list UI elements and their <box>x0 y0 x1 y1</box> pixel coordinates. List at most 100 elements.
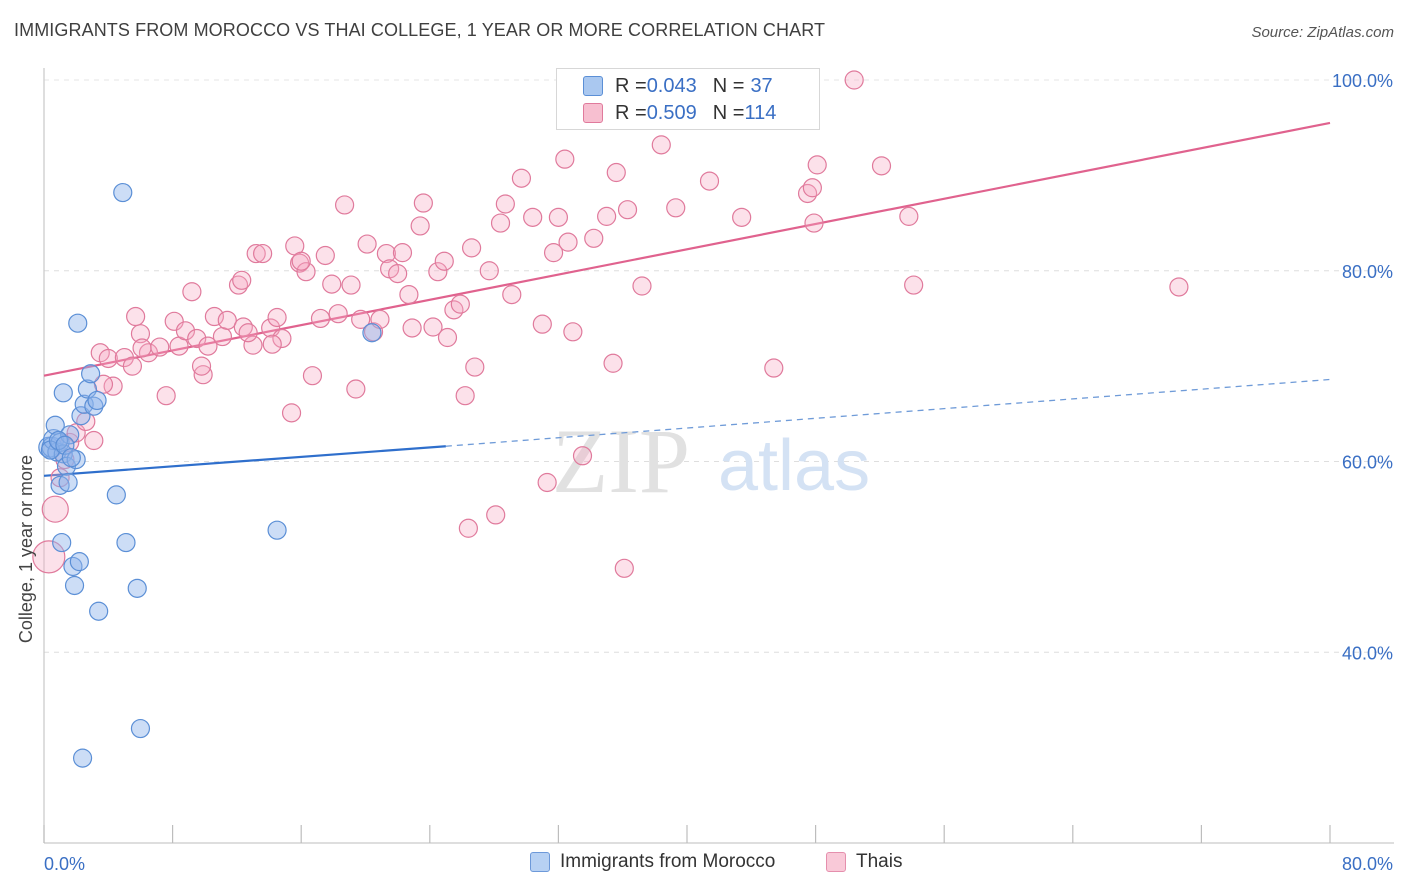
legend-swatch-thais <box>583 103 603 123</box>
grid-layer <box>44 79 1394 653</box>
point-thais <box>617 200 638 220</box>
point-morocco <box>60 425 80 445</box>
point-morocco <box>81 364 101 384</box>
point-morocco <box>69 552 89 572</box>
point-thais <box>764 358 784 378</box>
point-thais <box>132 338 152 358</box>
y-tick-label: 80.0% <box>1342 262 1393 282</box>
point-thais <box>32 540 66 574</box>
point-thais <box>434 251 454 271</box>
bottom-legend-label-thais: Thais <box>856 851 903 872</box>
point-thais <box>606 162 626 183</box>
point-thais <box>502 284 522 305</box>
point-morocco <box>74 394 94 414</box>
point-thais <box>291 251 311 271</box>
legend-n-label: N = <box>712 74 745 97</box>
point-thais <box>458 518 478 538</box>
point-thais <box>402 318 422 338</box>
point-thais <box>490 213 511 233</box>
point-thais <box>253 243 273 264</box>
point-thais <box>103 376 123 396</box>
point-morocco <box>61 448 81 468</box>
watermark-zip: ZIP <box>552 410 690 512</box>
point-thais <box>532 314 552 334</box>
point-thais <box>455 386 475 406</box>
point-thais <box>511 168 532 188</box>
point-thais <box>156 386 176 406</box>
legend-n-value: 114 <box>744 101 777 124</box>
point-thais <box>537 472 557 493</box>
point-thais <box>699 171 720 191</box>
point-morocco <box>43 428 65 451</box>
point-thais <box>122 356 143 376</box>
point-thais <box>614 558 634 578</box>
point-thais <box>486 505 506 525</box>
point-thais <box>666 198 686 218</box>
legend-r-label: R = <box>615 101 647 124</box>
trend-line-morocco-extension <box>445 378 1331 447</box>
trend-layer <box>43 121 1331 477</box>
point-thais <box>450 294 470 314</box>
point-morocco <box>116 532 136 553</box>
point-thais <box>479 261 499 281</box>
point-thais <box>523 207 543 227</box>
point-thais <box>1169 277 1189 297</box>
point-morocco <box>53 383 73 403</box>
point-thais <box>262 334 282 354</box>
point-thais <box>423 317 443 337</box>
point-morocco <box>84 396 104 416</box>
point-morocco <box>113 182 133 203</box>
bottom-legend-label-morocco: Immigrants from Morocco <box>560 851 776 872</box>
point-thais <box>597 206 617 226</box>
point-thais <box>232 270 252 290</box>
point-thais <box>363 322 384 342</box>
chart-title: IMMIGRANTS FROM MOROCCO VS THAI COLLEGE,… <box>14 20 826 40</box>
point-thais <box>315 245 335 266</box>
trend-line-morocco <box>43 445 446 477</box>
y-tick-label: 60.0% <box>1342 453 1393 473</box>
legend-n-value: 37 <box>750 74 773 97</box>
legend-n-label: N = <box>712 101 745 124</box>
y-tick-label: 40.0% <box>1342 643 1393 663</box>
point-thais <box>335 195 355 215</box>
point-morocco <box>87 390 107 411</box>
point-thais <box>844 70 864 90</box>
point-thais <box>399 284 419 305</box>
legend-r-value: 0.509 <box>646 101 697 124</box>
point-thais <box>204 306 224 327</box>
point-thais <box>351 309 371 329</box>
point-morocco <box>72 748 93 768</box>
point-thais <box>428 262 448 282</box>
point-morocco <box>106 485 126 505</box>
point-thais <box>465 357 485 377</box>
point-thais <box>632 276 652 296</box>
point-morocco <box>71 406 91 426</box>
point-thais <box>182 282 202 302</box>
bottom-legend-morocco[interactable]: Immigrants from Morocco <box>530 851 775 873</box>
point-thais <box>281 403 302 423</box>
point-thais <box>198 336 218 356</box>
point-thais <box>243 335 263 355</box>
point-thais <box>272 328 292 349</box>
point-thais <box>392 243 413 263</box>
tick-label-layer: 40.0% 60.0% 80.0% 100.0% 0.0% 80.0% <box>44 71 1393 874</box>
x-tick-label: 80.0% <box>1342 854 1393 874</box>
point-thais <box>175 321 196 341</box>
point-morocco <box>55 435 75 455</box>
y-axis-label: College, 1 year or more <box>16 455 36 644</box>
point-thais <box>191 356 212 376</box>
point-thais <box>558 232 578 252</box>
point-thais <box>804 213 824 233</box>
point-morocco <box>89 601 109 621</box>
correlation-legend: R = 0.043 N = 37 R = 0.509 N = 114 <box>556 68 820 130</box>
bottom-legend-thais[interactable]: Thais <box>826 851 902 873</box>
point-thais <box>732 207 752 227</box>
point-thais <box>126 306 146 327</box>
point-thais <box>341 275 361 295</box>
watermark-atlas: atlas <box>718 426 870 506</box>
point-thais <box>461 238 482 258</box>
point-thais <box>548 207 569 227</box>
point-morocco <box>362 323 382 343</box>
point-morocco <box>130 718 151 739</box>
